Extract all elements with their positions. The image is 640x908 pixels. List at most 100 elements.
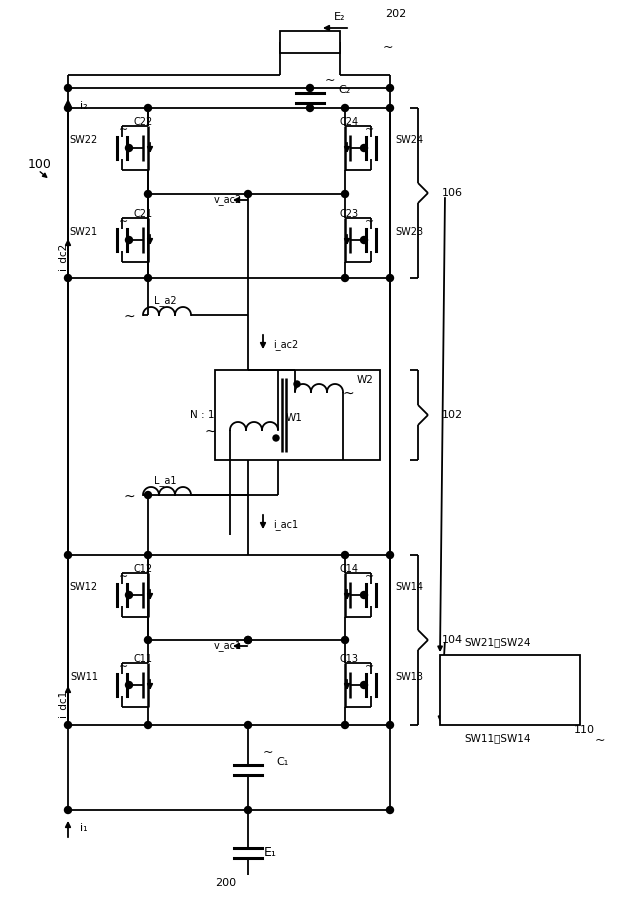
Text: E₂: E₂	[334, 12, 346, 22]
Text: C21: C21	[134, 209, 153, 219]
Text: ~: ~	[383, 41, 393, 54]
Text: C₂: C₂	[338, 85, 350, 95]
Text: C14: C14	[340, 564, 359, 574]
Circle shape	[387, 722, 394, 728]
Text: ~: ~	[120, 662, 129, 672]
Circle shape	[387, 104, 394, 112]
Circle shape	[387, 84, 394, 92]
Text: ~: ~	[123, 490, 135, 504]
Circle shape	[360, 591, 367, 598]
Bar	[280, 31, 340, 53]
Circle shape	[360, 236, 367, 243]
Text: C12: C12	[134, 564, 153, 574]
Text: 110: 110	[574, 725, 595, 735]
Circle shape	[65, 104, 72, 112]
Circle shape	[294, 381, 300, 387]
Text: C22: C22	[134, 117, 153, 127]
Text: v_ac1: v_ac1	[214, 640, 242, 651]
Circle shape	[387, 274, 394, 281]
Circle shape	[145, 104, 152, 112]
Bar	[440, 655, 580, 725]
Text: C23: C23	[340, 209, 359, 219]
Circle shape	[125, 682, 132, 688]
Circle shape	[65, 551, 72, 558]
Circle shape	[342, 274, 349, 281]
Text: L_a1: L_a1	[154, 476, 176, 487]
Circle shape	[387, 551, 394, 558]
Circle shape	[145, 637, 152, 644]
Text: C24: C24	[340, 117, 359, 127]
Text: i₂: i₂	[80, 101, 88, 111]
Text: SW22: SW22	[70, 135, 98, 145]
Circle shape	[387, 806, 394, 814]
Text: SW21: SW21	[70, 227, 98, 237]
Circle shape	[360, 144, 367, 152]
Text: E₁: E₁	[264, 846, 276, 860]
Circle shape	[65, 722, 72, 728]
Text: 106: 106	[442, 188, 463, 198]
Circle shape	[145, 551, 152, 558]
Text: ~: ~	[263, 745, 273, 758]
Text: W2: W2	[357, 375, 374, 385]
Text: i_dc1: i_dc1	[58, 690, 68, 717]
Circle shape	[307, 84, 314, 92]
Bar	[215, 370, 380, 460]
Circle shape	[342, 191, 349, 198]
Text: ~: ~	[595, 734, 605, 746]
Circle shape	[145, 274, 152, 281]
Text: C13: C13	[340, 654, 359, 664]
Text: ~: ~	[364, 217, 374, 227]
Circle shape	[244, 722, 252, 728]
Circle shape	[360, 682, 367, 688]
Text: 202: 202	[385, 9, 406, 19]
Text: ~: ~	[364, 662, 374, 672]
Text: SW13: SW13	[395, 672, 423, 682]
Text: C11: C11	[134, 654, 153, 664]
Circle shape	[125, 591, 132, 598]
Text: ~: ~	[204, 425, 216, 439]
Text: 200: 200	[216, 878, 237, 888]
Text: コントローラ: コントローラ	[490, 685, 530, 695]
Text: i_ac2: i_ac2	[273, 340, 298, 350]
Text: SW23: SW23	[395, 227, 423, 237]
Circle shape	[244, 637, 252, 644]
Text: W1: W1	[286, 413, 303, 423]
Circle shape	[145, 491, 152, 498]
Circle shape	[65, 84, 72, 92]
Text: v_ac2: v_ac2	[214, 194, 242, 205]
Text: ~: ~	[120, 217, 129, 227]
Text: ~: ~	[342, 387, 354, 401]
Circle shape	[244, 637, 252, 644]
Text: SW24: SW24	[395, 135, 423, 145]
Text: SW12: SW12	[70, 582, 98, 592]
Circle shape	[273, 435, 279, 441]
Circle shape	[145, 191, 152, 198]
Text: ~: ~	[120, 572, 129, 582]
Circle shape	[125, 236, 132, 243]
Circle shape	[342, 722, 349, 728]
Text: i₁: i₁	[80, 823, 88, 833]
Text: ~: ~	[324, 74, 335, 86]
Circle shape	[342, 637, 349, 644]
Text: ~: ~	[123, 310, 135, 324]
Circle shape	[244, 806, 252, 814]
Circle shape	[65, 806, 72, 814]
Text: 100: 100	[28, 159, 52, 172]
Circle shape	[342, 551, 349, 558]
Text: ~: ~	[120, 125, 129, 135]
Circle shape	[342, 104, 349, 112]
Text: 104: 104	[442, 635, 463, 645]
Text: L_a2: L_a2	[154, 295, 176, 307]
Circle shape	[244, 191, 252, 198]
Text: C₁: C₁	[276, 757, 288, 767]
Circle shape	[307, 104, 314, 112]
Text: ~: ~	[364, 572, 374, 582]
Text: SW11: SW11	[70, 672, 98, 682]
Circle shape	[125, 144, 132, 152]
Text: SW11～SW14: SW11～SW14	[465, 733, 531, 743]
Text: i_dc2: i_dc2	[58, 243, 68, 271]
Text: N : 1: N : 1	[189, 410, 214, 420]
Circle shape	[145, 722, 152, 728]
Text: SW21～SW24: SW21～SW24	[465, 637, 531, 647]
Text: ~: ~	[364, 125, 374, 135]
